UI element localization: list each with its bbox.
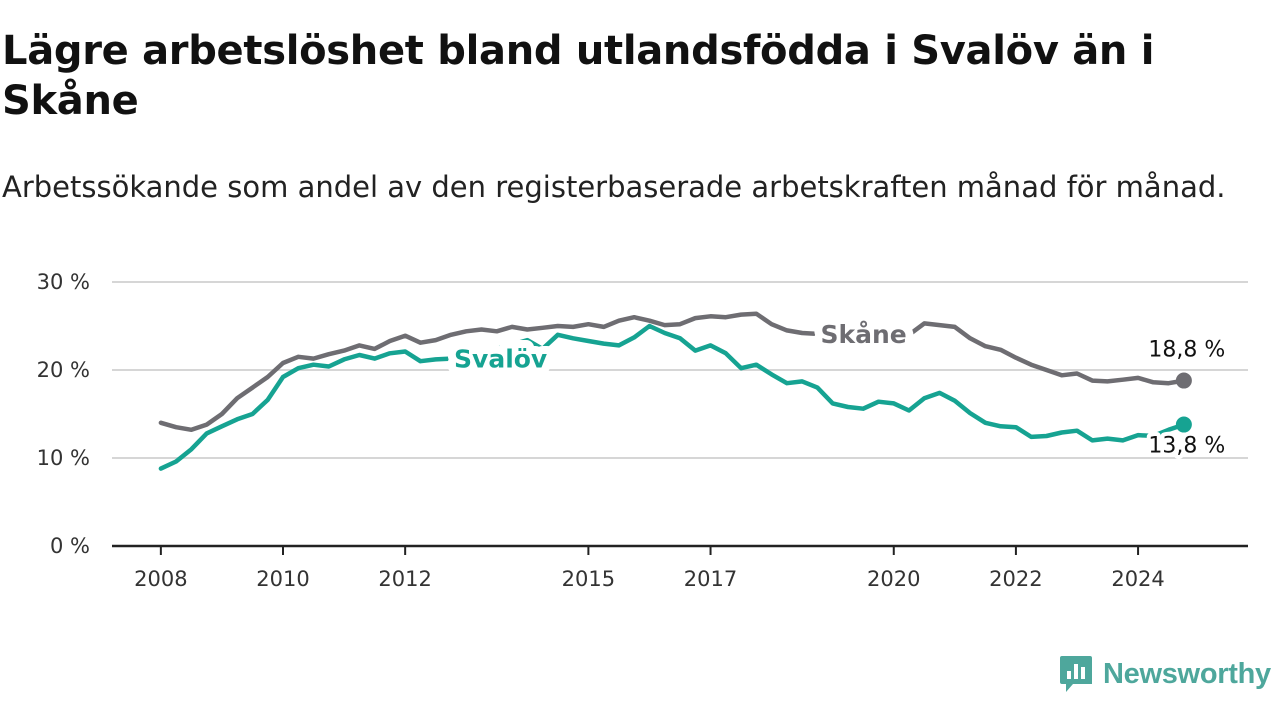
x-tick-label: 2022 (989, 567, 1042, 591)
x-tick-label: 2017 (684, 567, 737, 591)
newsworthy-logo-icon (1060, 656, 1092, 692)
chart-subtitle: Arbetssökande som andel av den registerb… (2, 170, 1226, 204)
end-point-skane (1175, 372, 1192, 389)
y-tick-label: 20 % (37, 358, 90, 382)
series-label-skane: Skåne (820, 320, 906, 349)
series-line-skane (158, 311, 1187, 433)
brand-name: Newsworthy (1103, 657, 1271, 690)
series-lines (158, 311, 1187, 471)
x-tick-label: 2015 (562, 567, 615, 591)
value-label-halo: 13,8 % (1148, 434, 1225, 459)
chart-title: Lägre arbetslöshet bland utlandsfödda i … (2, 28, 1155, 124)
x-tick-label: 2012 (378, 567, 431, 591)
last-value-label-skane: 18,8 % (1148, 338, 1225, 363)
newsworthy-brand: Newsworthy (1059, 652, 1271, 696)
x-axis: 2008 2010 2012 2015 2017 2020 2022 2024 (112, 544, 1248, 591)
end-markers: 18,8 %18,8 %13,8 %13,8 % (1144, 334, 1229, 463)
end-point-svalov (1175, 416, 1192, 433)
y-tick-label: 0 % (50, 534, 90, 558)
x-tick-label: 2024 (1111, 567, 1164, 591)
series-label-svalov: Svalöv (454, 345, 547, 374)
series-line-svalov (158, 323, 1187, 471)
value-label-halo: 18,8 % (1148, 338, 1225, 363)
y-grid: 0 % 10 % 20 % 30 % (37, 270, 1248, 558)
x-tick-label: 2010 (256, 567, 309, 591)
line-chart: 0 % 10 % 20 % 30 % 2008 2010 2012 2015 2017 2020… (37, 270, 1248, 591)
x-tick-label: 2008 (134, 567, 187, 591)
y-tick-label: 30 % (37, 270, 90, 294)
last-value-label-svalov: 13,8 % (1148, 434, 1225, 459)
y-tick-label: 10 % (37, 446, 90, 470)
x-tick-label: 2020 (867, 567, 920, 591)
